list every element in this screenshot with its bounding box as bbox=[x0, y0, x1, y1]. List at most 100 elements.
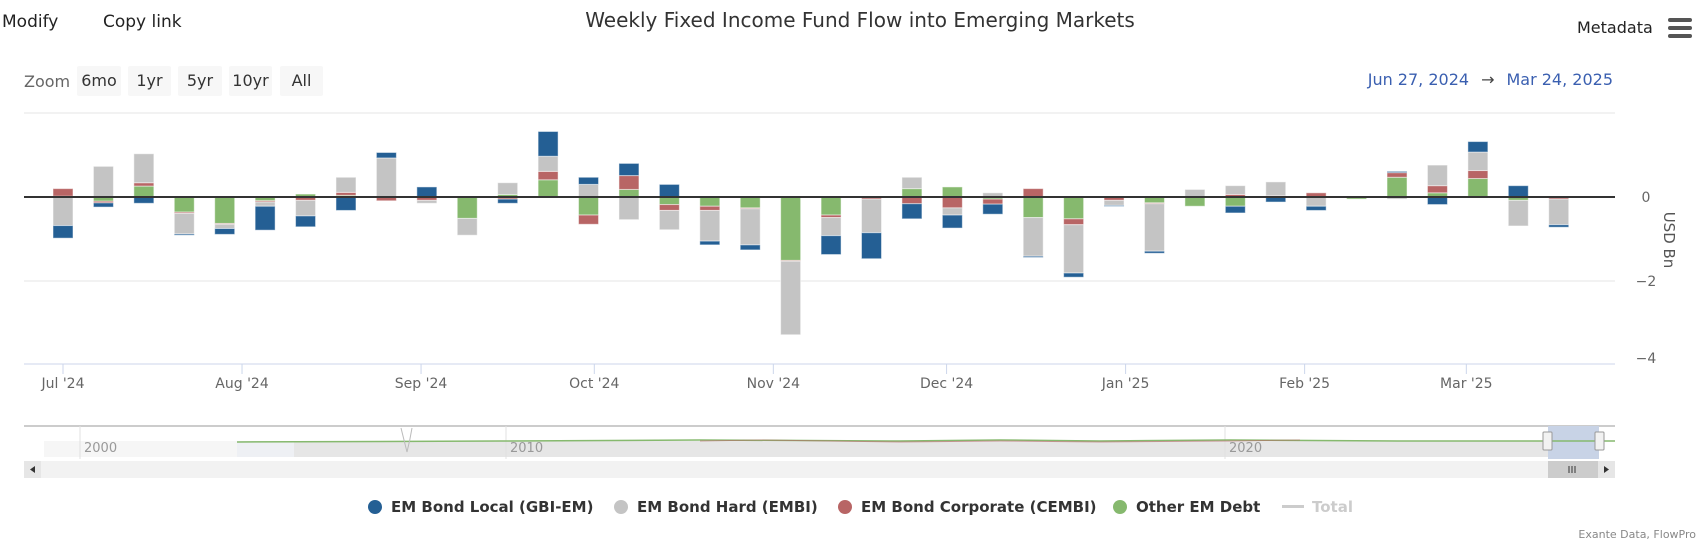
bar-em-bond-local-gbi-em[interactable] bbox=[578, 176, 600, 185]
range-to-input[interactable]: Mar 24, 2025 bbox=[1506, 70, 1613, 89]
bar-em-bond-local-gbi-em[interactable] bbox=[1224, 205, 1246, 214]
bar-em-bond-hard-embi[interactable] bbox=[1507, 199, 1529, 227]
navigator-right-handle[interactable] bbox=[1594, 431, 1605, 451]
legend-item-em-bond-corporate[interactable]: EM Bond Corporate (CEMBI) bbox=[838, 498, 1097, 516]
metadata-button[interactable]: Metadata bbox=[1577, 18, 1653, 37]
bar-em-bond-local-gbi-em[interactable] bbox=[295, 215, 317, 228]
zoom-all-button[interactable]: All bbox=[280, 66, 323, 96]
bar-em-bond-hard-embi[interactable] bbox=[1184, 188, 1206, 198]
bar-em-bond-local-gbi-em[interactable] bbox=[416, 186, 438, 198]
bar-other-em-debt[interactable] bbox=[820, 196, 842, 216]
bar-other-em-debt[interactable] bbox=[1224, 196, 1246, 207]
bar-em-bond-hard-embi[interactable] bbox=[1265, 181, 1287, 197]
bar-em-bond-hard-embi[interactable] bbox=[335, 176, 357, 193]
bar-em-bond-hard-embi[interactable] bbox=[52, 196, 74, 227]
bar-em-bond-local-gbi-em[interactable] bbox=[1305, 205, 1327, 211]
bar-em-bond-local-gbi-em[interactable] bbox=[537, 130, 559, 157]
bar-em-bond-hard-embi[interactable] bbox=[861, 198, 882, 234]
bar-other-em-debt[interactable] bbox=[780, 196, 802, 261]
bar-em-bond-local-gbi-em[interactable] bbox=[1386, 170, 1408, 174]
bar-em-bond-local-gbi-em[interactable] bbox=[1426, 196, 1448, 206]
bar-em-bond-hard-embi[interactable] bbox=[214, 223, 236, 230]
scrollbar[interactable] bbox=[24, 461, 1615, 478]
bar-em-bond-corporate-cembi[interactable] bbox=[982, 198, 1004, 205]
bar-other-em-debt[interactable] bbox=[456, 196, 478, 219]
bar-em-bond-hard-embi[interactable] bbox=[416, 199, 438, 204]
bar-em-bond-corporate-cembi[interactable] bbox=[133, 182, 155, 187]
bar-other-em-debt[interactable] bbox=[133, 185, 155, 198]
bar-em-bond-hard-embi[interactable] bbox=[780, 260, 802, 336]
bar-em-bond-local-gbi-em[interactable] bbox=[92, 202, 114, 208]
hamburger-icon[interactable] bbox=[1668, 18, 1692, 38]
modify-button[interactable]: Modify bbox=[2, 12, 59, 32]
bar-em-bond-hard-embi[interactable] bbox=[92, 165, 114, 198]
bar-em-bond-corporate-cembi[interactable] bbox=[618, 175, 640, 190]
range-from-input[interactable]: Jun 27, 2024 bbox=[1367, 70, 1470, 89]
bar-other-em-debt[interactable] bbox=[1022, 196, 1044, 219]
legend-item-em-bond-local[interactable]: EM Bond Local (GBI-EM) bbox=[368, 498, 593, 516]
bar-em-bond-hard-embi[interactable] bbox=[1143, 203, 1165, 252]
bar-em-bond-corporate-cembi[interactable] bbox=[1467, 170, 1489, 180]
bar-em-bond-corporate-cembi[interactable] bbox=[578, 214, 600, 225]
bar-em-bond-local-gbi-em[interactable] bbox=[901, 203, 923, 220]
bar-em-bond-local-gbi-em[interactable] bbox=[861, 232, 882, 260]
bar-em-bond-corporate-cembi[interactable] bbox=[901, 196, 923, 205]
bar-em-bond-hard-embi[interactable] bbox=[497, 182, 519, 195]
bar-em-bond-hard-embi[interactable] bbox=[456, 217, 478, 236]
bar-em-bond-hard-embi[interactable] bbox=[133, 153, 155, 184]
bar-em-bond-local-gbi-em[interactable] bbox=[173, 233, 195, 236]
bar-other-em-debt[interactable] bbox=[1386, 176, 1408, 198]
scrollbar-thumb[interactable] bbox=[1548, 461, 1599, 478]
bar-em-bond-corporate-cembi[interactable] bbox=[1386, 172, 1408, 178]
zoom-6mo-button[interactable]: 6mo bbox=[77, 66, 121, 96]
bar-em-bond-hard-embi[interactable] bbox=[578, 183, 600, 198]
bar-em-bond-hard-embi[interactable] bbox=[1224, 185, 1246, 195]
bar-other-em-debt[interactable] bbox=[699, 196, 721, 207]
bar-other-em-debt[interactable] bbox=[739, 196, 761, 209]
bar-em-bond-hard-embi[interactable] bbox=[173, 212, 195, 235]
bar-em-bond-corporate-cembi[interactable] bbox=[52, 188, 74, 197]
bar-em-bond-local-gbi-em[interactable] bbox=[618, 162, 640, 177]
bar-em-bond-local-gbi-em[interactable] bbox=[658, 183, 680, 198]
bar-other-em-debt[interactable] bbox=[537, 179, 559, 198]
bar-other-em-debt[interactable] bbox=[173, 196, 195, 213]
zoom-10yr-button[interactable]: 10yr bbox=[229, 66, 272, 96]
navigator[interactable]: 2000 2010 2020 bbox=[24, 425, 1615, 459]
bar-em-bond-hard-embi[interactable] bbox=[254, 201, 276, 207]
bar-other-em-debt[interactable] bbox=[618, 188, 640, 198]
bar-em-bond-hard-embi[interactable] bbox=[820, 217, 842, 237]
bar-em-bond-local-gbi-em[interactable] bbox=[375, 151, 397, 159]
bar-em-bond-local-gbi-em[interactable] bbox=[497, 198, 519, 204]
legend-item-em-bond-hard[interactable]: EM Bond Hard (EMBI) bbox=[614, 498, 818, 516]
bar-em-bond-local-gbi-em[interactable] bbox=[1467, 141, 1489, 153]
navigator-selected-range[interactable] bbox=[1548, 426, 1599, 459]
legend-item-total[interactable]: Total bbox=[1282, 498, 1353, 516]
legend-item-other-em-debt[interactable]: Other EM Debt bbox=[1113, 498, 1260, 516]
bar-em-bond-hard-embi[interactable] bbox=[699, 209, 721, 242]
bar-em-bond-hard-embi[interactable] bbox=[901, 176, 923, 190]
bar-em-bond-corporate-cembi[interactable] bbox=[1022, 188, 1044, 198]
bar-em-bond-corporate-cembi[interactable] bbox=[699, 205, 721, 211]
bar-em-bond-local-gbi-em[interactable] bbox=[1103, 204, 1125, 207]
bar-em-bond-corporate-cembi[interactable] bbox=[537, 170, 559, 181]
bar-em-bond-local-gbi-em[interactable] bbox=[1548, 224, 1570, 228]
bar-em-bond-hard-embi[interactable] bbox=[1426, 164, 1448, 187]
copy-link-button[interactable]: Copy link bbox=[103, 12, 182, 32]
bar-em-bond-hard-embi[interactable] bbox=[941, 207, 963, 216]
credits[interactable]: Exante Data, FlowPro bbox=[1578, 528, 1696, 541]
bar-em-bond-local-gbi-em[interactable] bbox=[1063, 272, 1085, 278]
bar-em-bond-local-gbi-em[interactable] bbox=[941, 214, 963, 229]
zoom-5yr-button[interactable]: 5yr bbox=[178, 66, 222, 96]
bar-other-em-debt[interactable] bbox=[1063, 196, 1085, 220]
bar-em-bond-local-gbi-em[interactable] bbox=[739, 244, 761, 251]
bar-other-em-debt[interactable] bbox=[214, 196, 236, 224]
bar-em-bond-hard-embi[interactable] bbox=[537, 155, 559, 172]
bar-em-bond-corporate-cembi[interactable] bbox=[941, 196, 963, 209]
bar-em-bond-local-gbi-em[interactable] bbox=[254, 205, 276, 231]
navigator-left-handle[interactable] bbox=[1542, 431, 1553, 451]
bar-em-bond-corporate-cembi[interactable] bbox=[1063, 218, 1085, 226]
bar-other-em-debt[interactable] bbox=[1467, 178, 1489, 198]
bar-other-em-debt[interactable] bbox=[658, 196, 680, 206]
bar-em-bond-corporate-cembi[interactable] bbox=[658, 204, 680, 211]
bar-em-bond-local-gbi-em[interactable] bbox=[52, 225, 74, 239]
